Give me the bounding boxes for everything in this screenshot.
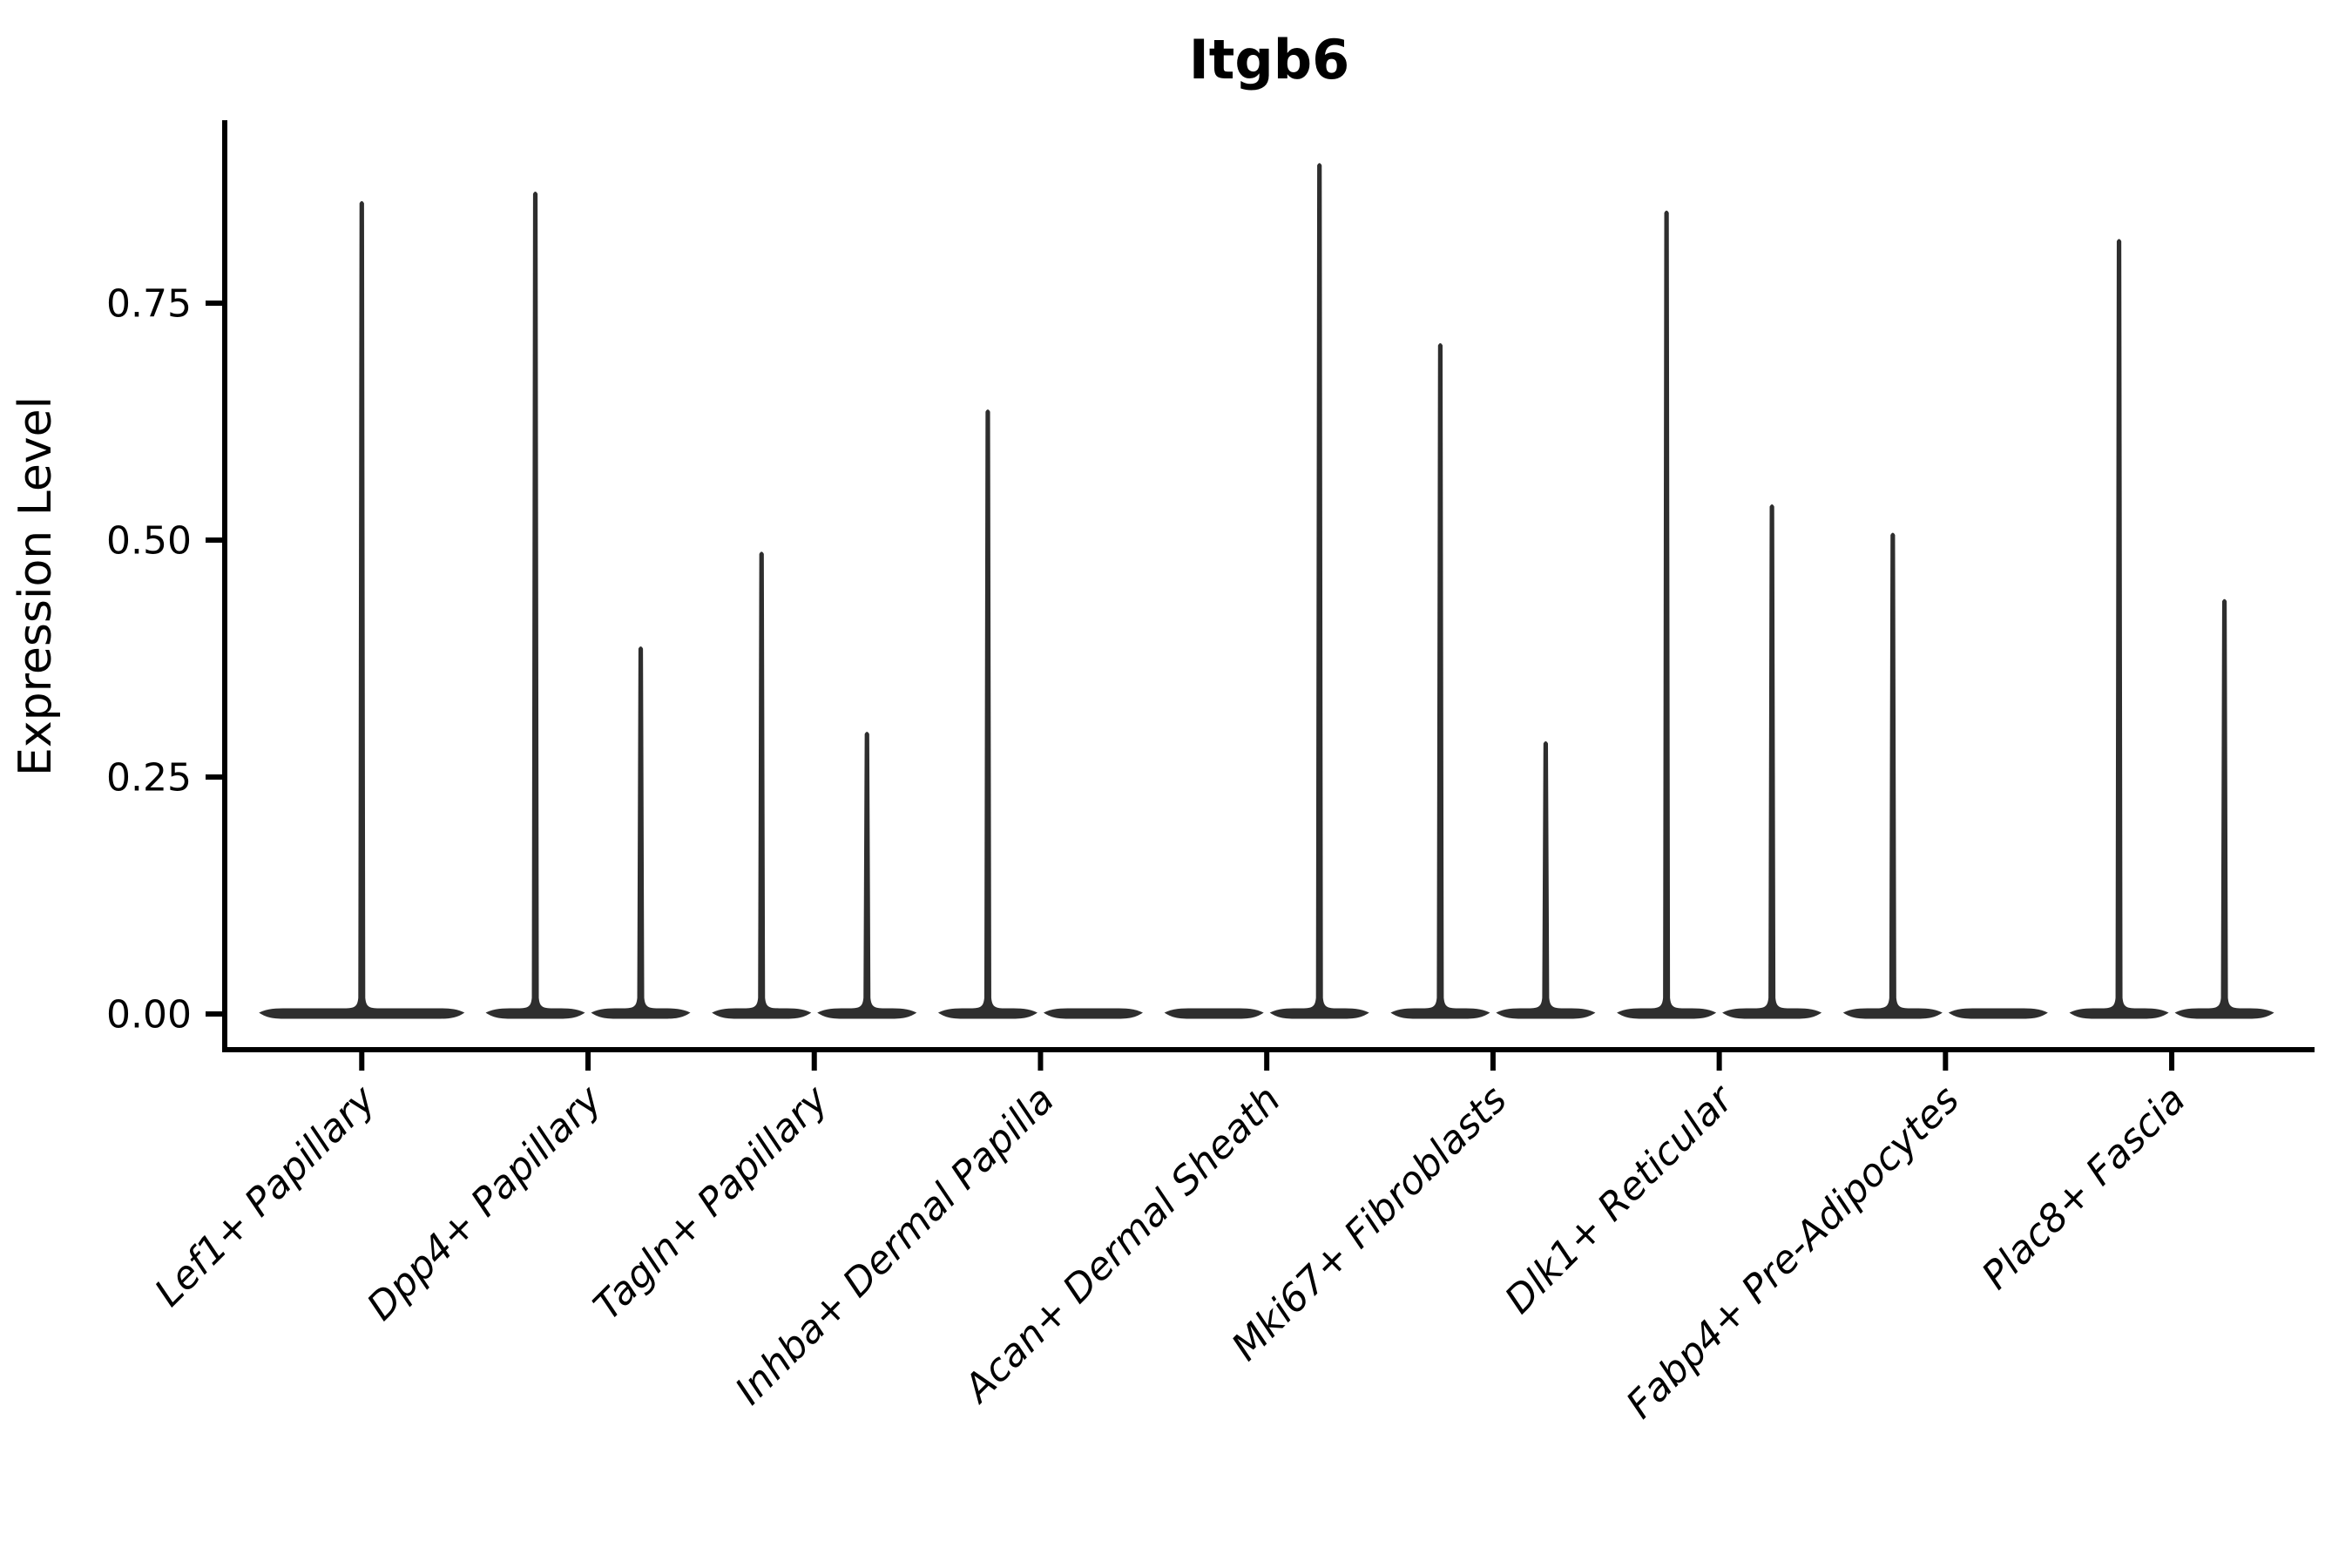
violin [1496,740,1596,1019]
violin [2069,239,2169,1019]
x-tick-label: Plac8+ Fascia [1973,1078,2193,1298]
violin [485,191,585,1019]
y-tick-label: 0.25 [106,755,192,800]
violin [591,646,691,1019]
violin [2174,598,2274,1019]
violin [1722,504,1822,1019]
violin [937,409,1037,1019]
x-tick-label: Lef1+ Papillary [146,1077,385,1315]
violin [1269,163,1369,1019]
x-tick-label: Dpp4+ Papillary [359,1077,612,1329]
violins-layer [259,163,2274,1019]
violin [1390,343,1490,1019]
violin [712,551,812,1019]
chart-title: Itgb6 [1189,28,1350,91]
violin [1617,210,1717,1019]
y-tick-label: 0.00 [106,992,192,1037]
x-tick-label: Dlk1+ Reticular [1497,1076,1743,1322]
violin [1043,1008,1143,1019]
y-tick-label: 0.50 [106,518,192,563]
violin [259,200,465,1019]
y-tick-label: 0.75 [106,281,192,326]
x-tick-label: Tagln+ Papillary [585,1077,837,1328]
violin [1164,1008,1264,1019]
violin [817,732,917,1019]
y-axis-label: Expression Level [10,396,62,776]
y-axis-ticks: 0.00 0.25 0.50 0.75 [106,281,224,1037]
violin [1948,1008,2048,1019]
violin [1842,532,1943,1019]
